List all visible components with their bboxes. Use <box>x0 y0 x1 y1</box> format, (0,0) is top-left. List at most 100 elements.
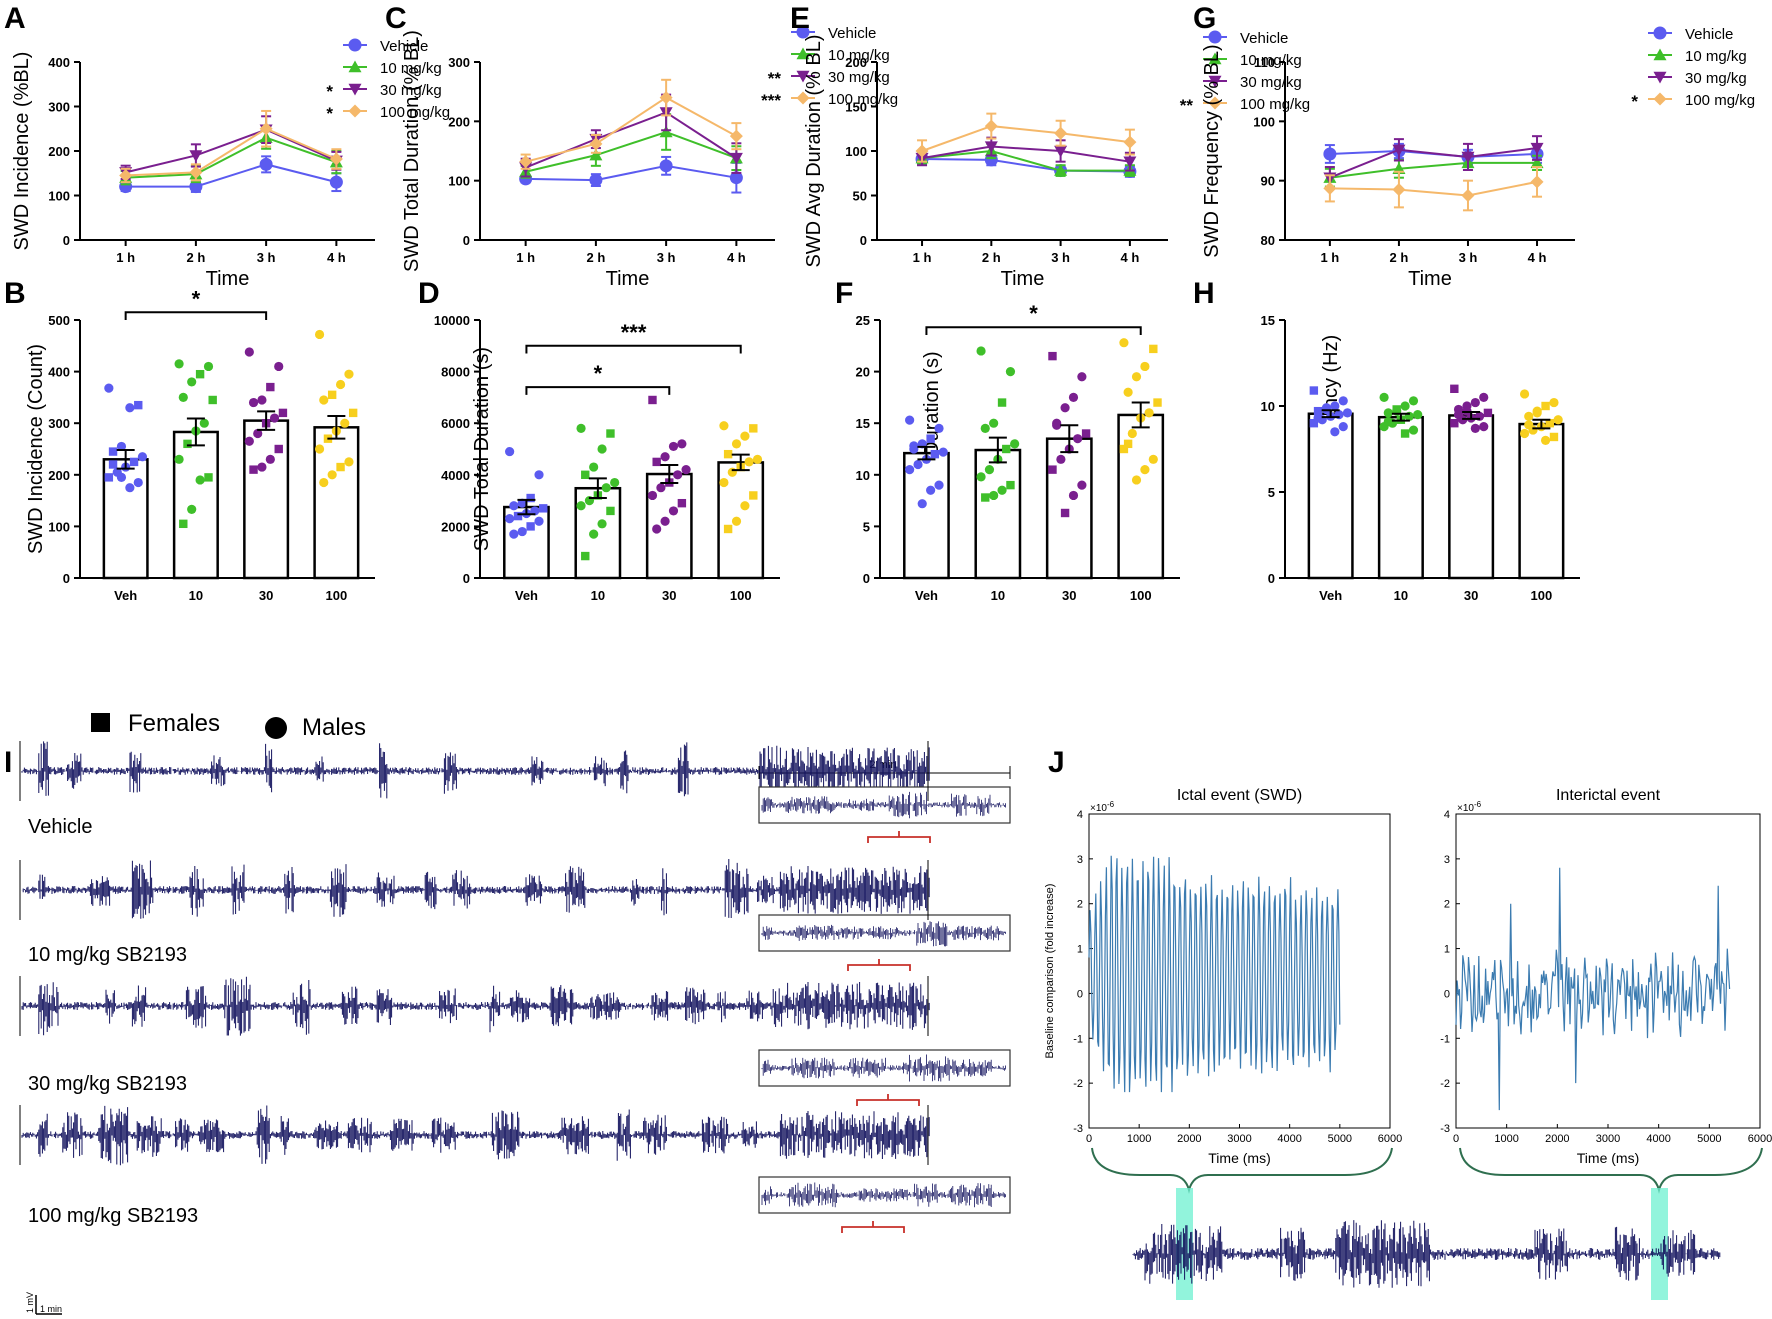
data-point <box>174 454 184 464</box>
data-point <box>647 490 658 501</box>
data-point <box>1400 429 1410 438</box>
data-point <box>673 470 683 480</box>
x-tick-label: 2000 <box>1545 1133 1569 1145</box>
data-point <box>129 457 139 467</box>
x-tick-label: 30 <box>259 588 273 603</box>
data-point <box>187 504 197 514</box>
lfp-signal-line <box>1088 855 1341 1093</box>
data-point <box>1530 175 1544 189</box>
eeg-trace <box>21 976 930 1036</box>
data-point <box>668 506 679 516</box>
y-tick-label: -1 <box>1073 1033 1083 1045</box>
panel-label-D: D <box>418 277 440 310</box>
eeg-trace <box>21 859 930 919</box>
line-chart-G: 80 90 100 110 SWD Frequency (% BL) G 1 h 2 h 3 h… <box>1193 2 1755 290</box>
data-point <box>119 168 133 182</box>
data-point <box>660 452 670 462</box>
data-point <box>1413 410 1423 420</box>
y-tick-label: 8000 <box>441 365 470 380</box>
legend-label: 100 mg/kg <box>828 91 898 108</box>
data-point <box>677 439 687 449</box>
x-tick-label: 6000 <box>1748 1133 1772 1145</box>
legend-marker <box>1208 30 1222 44</box>
y-tick-label: 5 <box>1268 485 1275 500</box>
y-tick-label: -2 <box>1073 1078 1083 1090</box>
data-point <box>1330 427 1340 437</box>
data-point <box>1450 419 1459 428</box>
data-point <box>1073 434 1083 444</box>
bar <box>1448 414 1495 580</box>
x-tick-label: 2 h <box>982 250 1001 265</box>
data-point <box>1400 401 1410 411</box>
x-tick-label: 1 h <box>516 250 535 265</box>
data-point <box>1048 351 1057 361</box>
data-point <box>1461 151 1475 164</box>
panel-label-F: F <box>835 277 853 310</box>
series-line <box>125 136 337 179</box>
data-point <box>597 444 607 454</box>
y-tick-label: 0 <box>860 233 867 248</box>
data-point <box>1545 419 1554 428</box>
data-point <box>1123 387 1133 397</box>
data-point <box>659 159 673 173</box>
line-chart-E: 0 50 100 150 200 SWD Avg Duration (% BL)E 1 h 2… <box>790 2 1310 290</box>
y-tick-label: -2 <box>1440 1078 1450 1090</box>
x-tick-label: 2 h <box>186 250 205 265</box>
data-point <box>1309 419 1319 428</box>
data-point <box>208 395 217 405</box>
panel-label-I: I <box>4 746 12 779</box>
data-point <box>984 153 998 167</box>
data-point <box>981 493 990 502</box>
data-point <box>125 483 135 493</box>
legend-label: Vehicle <box>828 25 876 42</box>
data-point <box>327 470 337 480</box>
y-axis-label: SWD Total Duration (s) <box>471 347 493 551</box>
x-tick-label: 3 h <box>1459 250 1478 265</box>
data-point <box>257 395 267 405</box>
y-tick-label: -3 <box>1073 1123 1083 1135</box>
data-point <box>1123 135 1137 149</box>
data-point <box>195 475 205 485</box>
legend-marker <box>1653 26 1667 40</box>
data-point <box>606 506 615 516</box>
data-point <box>719 477 729 488</box>
male-circle-icon <box>265 717 287 739</box>
data-point <box>1524 411 1534 421</box>
data-point <box>589 137 603 151</box>
y-axis-label: SWD Avg Duration (% BL) <box>803 34 825 267</box>
panel-label-H: H <box>1193 277 1215 310</box>
eeg-trace-label: 30 mg/kg SB2193 <box>28 1073 187 1095</box>
data-point <box>1131 475 1142 485</box>
x-tick-label: 5000 <box>1697 1133 1721 1145</box>
data-point <box>539 504 548 513</box>
y-tick-label: 0 <box>1077 988 1083 1000</box>
significance-bracket <box>925 326 1142 335</box>
data-point <box>740 501 750 511</box>
data-point <box>1392 183 1406 197</box>
series-line <box>921 149 1130 172</box>
significance-marker: * <box>192 286 201 311</box>
data-point <box>1056 454 1066 464</box>
y-tick-label: -1 <box>1440 1033 1450 1045</box>
y-tick-label: 6000 <box>441 416 470 431</box>
data-point <box>1119 338 1129 348</box>
x-tick-label: 2 h <box>586 250 605 265</box>
data-point <box>244 436 254 446</box>
eeg-trace-label: 100 mg/kg SB2193 <box>28 1205 198 1227</box>
data-point <box>1119 444 1129 454</box>
y-tick-label: 2 <box>1444 899 1450 911</box>
x-tick-label: 3 h <box>257 250 276 265</box>
x-tick-label: 30 <box>662 588 676 603</box>
bar <box>1377 415 1424 580</box>
y-tick-label: 0 <box>463 233 470 248</box>
x-tick-label: 1 h <box>1320 250 1339 265</box>
x-tick-label: 100 <box>1531 588 1553 603</box>
data-point <box>740 431 750 441</box>
data-point <box>1540 435 1551 445</box>
data-point <box>610 477 620 488</box>
data-point <box>1313 413 1323 423</box>
data-point <box>253 428 263 439</box>
x-tick-label: 4 h <box>727 250 746 265</box>
data-point <box>513 511 523 521</box>
